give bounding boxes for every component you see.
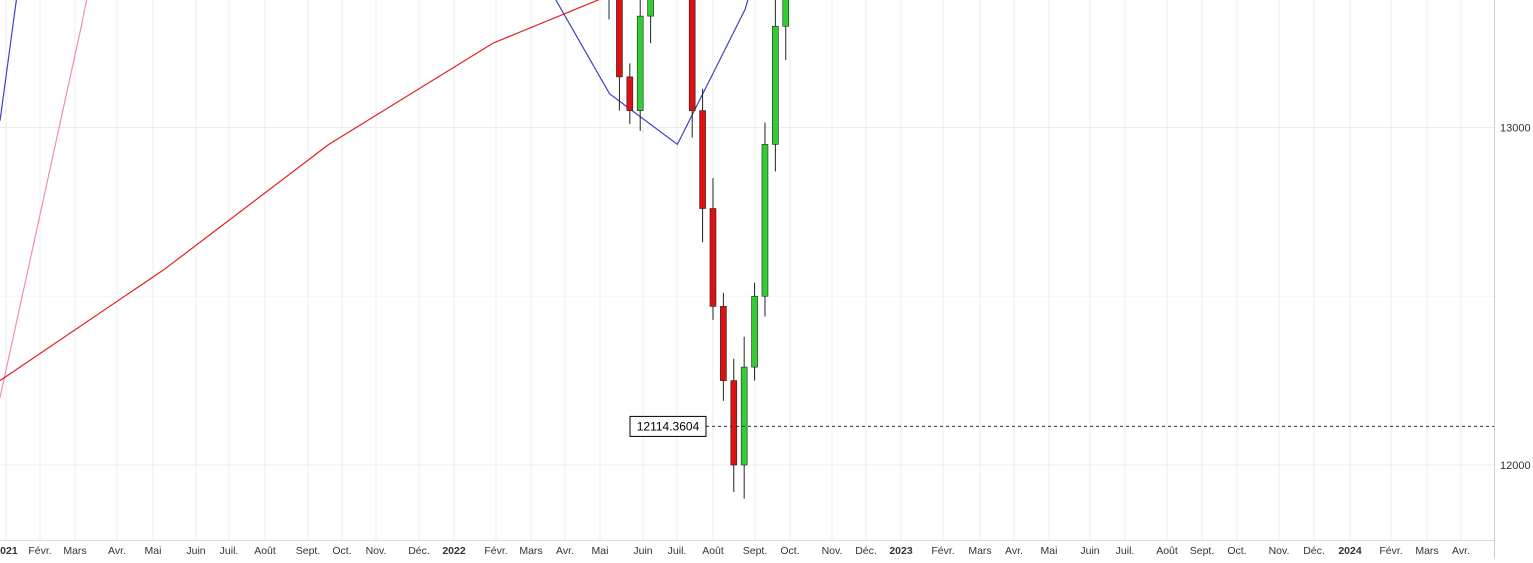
y-tick-label: 13000	[1500, 123, 1531, 135]
x-tick-label: Nov.	[1269, 545, 1290, 557]
candle-body	[720, 306, 727, 381]
candle-body	[730, 380, 738, 466]
x-tick-label: Juin	[1080, 545, 1099, 557]
candle-body	[636, 15, 644, 111]
candle-body	[772, 25, 779, 145]
x-tick-label: Juin	[186, 545, 205, 557]
candle-body	[688, 0, 696, 111]
moving-average-ma50	[0, 0, 88, 398]
x-tick-label: Nov.	[366, 545, 387, 557]
x-tick-label: Avr.	[1005, 545, 1023, 557]
moving-average-ma20	[0, 0, 749, 146]
x-tick-label: Févr.	[931, 545, 954, 557]
x-tick-label: 2022	[442, 545, 466, 557]
x-tick-label: Mai	[1041, 545, 1058, 557]
candle	[782, 0, 790, 60]
x-tick-label: Avr.	[556, 545, 574, 557]
price-level: 12114.3604	[629, 415, 1494, 437]
x-tick-label: Juil.	[220, 545, 239, 557]
candle	[626, 63, 634, 125]
x-tick-label: Juil.	[1116, 545, 1135, 557]
candle	[636, 0, 644, 131]
x-tick-label: Févr.	[1379, 545, 1402, 557]
candle-body	[740, 366, 748, 466]
candle-body	[626, 76, 634, 111]
x-tick-label: Mars	[968, 545, 991, 557]
grid	[0, 0, 1494, 540]
candle-body	[782, 0, 790, 27]
x-tick-label: 2023	[889, 545, 913, 557]
candle	[688, 0, 696, 138]
candle	[730, 358, 738, 492]
candle	[647, 0, 654, 44]
candle-body	[761, 144, 769, 297]
candle	[740, 336, 748, 499]
x-tick-label: Mars	[519, 545, 542, 557]
x-tick-label: Mai	[592, 545, 609, 557]
x-tick-label: Déc.	[855, 545, 877, 557]
candle-body	[751, 295, 758, 368]
y-tick-label: 12000	[1500, 460, 1531, 472]
x-tick-label: Avr.	[108, 545, 126, 557]
x-tick-label: Sept.	[743, 545, 768, 557]
candle-body	[647, 0, 654, 17]
x-tick-label: Sept.	[1190, 545, 1215, 557]
x-tick-label: Févr.	[484, 545, 507, 557]
x-tick-label: Juil.	[668, 545, 687, 557]
candle	[699, 88, 706, 243]
candle	[608, 0, 610, 20]
x-tick-label: Déc.	[408, 545, 430, 557]
candle	[761, 122, 769, 317]
candle	[772, 0, 779, 172]
candle	[709, 178, 717, 320]
x-tick-label: 2021	[0, 545, 18, 557]
price-level-label: 12114.3604	[637, 419, 700, 433]
x-tick-label: Août	[254, 545, 276, 557]
x-tick-label: Avr.	[1452, 545, 1470, 557]
candle-body	[616, 0, 623, 78]
price-level-box	[629, 415, 707, 437]
moving-average-ma200	[0, 0, 600, 382]
x-tick-label: Oct.	[780, 545, 799, 557]
x-tick-label: Févr.	[28, 545, 51, 557]
candle	[720, 292, 727, 401]
candle	[751, 282, 758, 381]
x-tick-label: Août	[1156, 545, 1178, 557]
x-tick-label: Oct.	[1227, 545, 1246, 557]
candle	[616, 0, 623, 111]
candles	[608, 0, 790, 499]
x-tick-label: Sept.	[296, 545, 321, 557]
x-tick-label: Mars	[63, 545, 86, 557]
x-tick-label: Nov.	[822, 545, 843, 557]
x-tick-label: Mars	[1415, 545, 1438, 557]
x-tick-label: 2024	[1338, 545, 1362, 557]
x-tick-label: Déc.	[1303, 545, 1325, 557]
candle-body	[709, 208, 717, 307]
x-tick-label: Oct.	[332, 545, 351, 557]
candle-body	[699, 110, 706, 209]
x-tick-label: Mai	[145, 545, 162, 557]
x-tick-label: Juin	[633, 545, 652, 557]
x-tick-label: Août	[702, 545, 724, 557]
